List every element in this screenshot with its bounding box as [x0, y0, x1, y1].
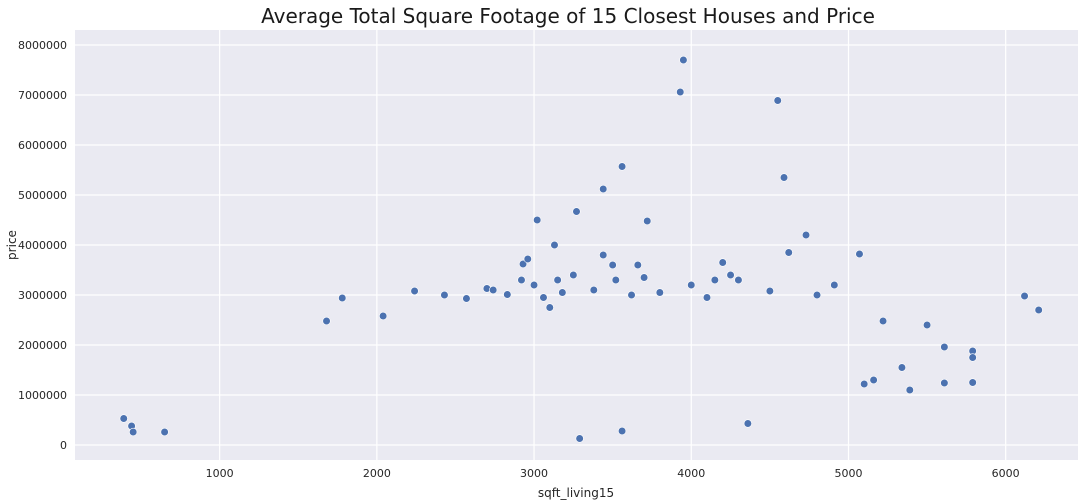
data-point [160, 427, 169, 437]
data-point [784, 248, 793, 257]
data-point [718, 258, 727, 267]
data-point [558, 288, 567, 297]
data-point [379, 311, 388, 321]
data-point [589, 285, 598, 295]
data-point [812, 290, 822, 300]
data-point [545, 303, 554, 312]
data-point [968, 353, 977, 362]
data-point [550, 240, 559, 250]
data-point [322, 316, 331, 326]
data-point [878, 316, 888, 326]
data-point [869, 375, 878, 385]
data-point [905, 385, 914, 395]
data-point [627, 290, 636, 300]
y-tick-label: 8000000 [18, 39, 67, 52]
data-point [489, 285, 498, 295]
data-point [765, 286, 774, 296]
y-tick-label: 3000000 [18, 289, 67, 302]
y-tick-label: 4000000 [18, 239, 67, 252]
data-point [572, 207, 581, 216]
data-point [608, 260, 617, 270]
x-tick-label: 5000 [834, 467, 862, 480]
data-point [599, 184, 608, 194]
data-point [860, 379, 869, 389]
y-tick-label: 7000000 [18, 89, 67, 102]
data-point [518, 259, 528, 269]
data-point [940, 378, 949, 388]
y-tick-labels: 0 1000000 2000000 3000000 4000000 5000000 6000… [18, 39, 67, 452]
data-point [743, 419, 752, 428]
data-point [687, 280, 696, 290]
y-tick-label: 6000000 [18, 139, 67, 152]
x-axis-label: sqft_living15 [538, 486, 614, 500]
data-point [640, 273, 649, 282]
data-points [119, 55, 1043, 443]
data-point [410, 286, 419, 296]
data-point [503, 290, 512, 299]
data-point [726, 270, 735, 280]
y-tick-label: 5000000 [18, 189, 67, 202]
chart-title: Average Total Square Footage of 15 Close… [261, 4, 875, 28]
x-tick-label: 3000 [520, 467, 548, 480]
data-point [529, 280, 539, 290]
data-point [575, 434, 584, 443]
data-point [643, 216, 652, 226]
data-point [523, 254, 532, 264]
data-point [702, 293, 712, 302]
data-point [734, 275, 743, 285]
data-point [539, 293, 548, 302]
data-point [462, 294, 471, 303]
data-point [553, 275, 562, 285]
data-point [569, 270, 578, 280]
y-tick-label: 1000000 [18, 389, 67, 402]
data-point [129, 427, 138, 437]
data-point [599, 250, 608, 260]
data-point [440, 290, 449, 300]
data-point [710, 275, 719, 285]
x-tick-label: 4000 [677, 467, 705, 480]
data-point [773, 96, 782, 105]
x-tick-label: 6000 [992, 467, 1020, 480]
data-point [1034, 305, 1043, 315]
data-point [611, 275, 620, 285]
y-tick-label: 0 [60, 439, 67, 452]
data-point [830, 280, 839, 290]
data-point [338, 293, 347, 303]
data-point [676, 87, 685, 97]
data-point [617, 162, 627, 171]
x-tick-labels: 1000 2000 3000 4000 5000 6000 [206, 467, 1020, 480]
data-point [517, 275, 526, 285]
data-point [633, 260, 642, 270]
data-point [1020, 291, 1029, 301]
data-point [968, 378, 977, 387]
y-tick-label: 2000000 [18, 339, 67, 352]
data-point [940, 342, 949, 352]
data-point [679, 55, 688, 65]
data-point [922, 320, 932, 330]
data-point [801, 230, 811, 240]
data-point [119, 414, 128, 423]
x-tick-label: 1000 [206, 467, 234, 480]
data-point [533, 215, 542, 225]
x-tick-label: 2000 [363, 467, 391, 480]
data-point [897, 363, 907, 372]
y-axis-label: price [5, 230, 19, 260]
data-point [617, 426, 627, 436]
data-point [779, 173, 789, 182]
data-point [855, 249, 864, 259]
grid-lines [75, 30, 1078, 460]
data-point [655, 288, 664, 297]
